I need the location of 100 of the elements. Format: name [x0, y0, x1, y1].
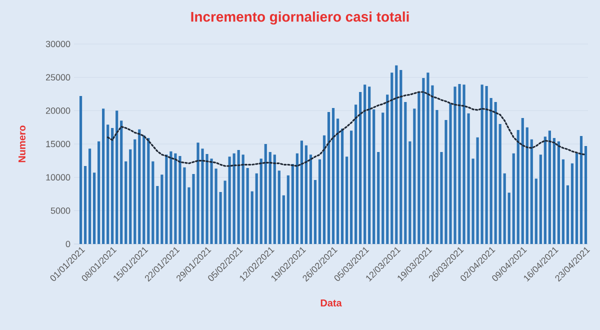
bar [246, 168, 249, 244]
bar [255, 173, 258, 244]
bar [282, 195, 285, 244]
bar [124, 161, 128, 244]
bar [372, 109, 376, 244]
bar [170, 151, 172, 244]
bar [566, 185, 570, 244]
y-axis-title: Numero [18, 126, 26, 162]
bar [534, 178, 538, 244]
y-tick-label: 20000 [46, 107, 70, 114]
bar [273, 154, 276, 244]
bar [98, 141, 100, 244]
bar [152, 161, 154, 244]
bar [309, 154, 312, 244]
bar [490, 98, 492, 244]
y-tick-label: 10000 [46, 174, 70, 181]
bar [408, 141, 412, 244]
bar [368, 86, 371, 244]
bar [390, 72, 394, 244]
bar [242, 154, 244, 244]
bar [228, 156, 231, 244]
bar [562, 159, 565, 244]
bar [332, 108, 335, 244]
y-tick-label: 25000 [46, 74, 70, 81]
bar [386, 94, 389, 244]
bar [237, 150, 240, 244]
bar [296, 153, 298, 244]
bar [584, 146, 588, 244]
bar [544, 136, 546, 244]
bar [314, 180, 317, 244]
bar [138, 129, 141, 244]
bar [268, 152, 272, 244]
bar [291, 164, 294, 244]
bar [354, 104, 358, 244]
bar [264, 144, 267, 244]
bar [345, 156, 348, 244]
bar [116, 110, 118, 244]
bar [512, 153, 515, 244]
bar [575, 153, 578, 244]
bar [350, 130, 353, 244]
bar [79, 96, 82, 244]
bar [400, 70, 402, 244]
bar [552, 138, 556, 244]
bar [539, 154, 542, 244]
bar [364, 84, 366, 244]
bar [156, 186, 159, 244]
bar [413, 108, 416, 244]
bar [580, 136, 583, 244]
bar [503, 173, 506, 244]
y-tick-label: 5000 [50, 207, 70, 214]
bar [480, 84, 484, 244]
bar [134, 139, 136, 244]
bar [142, 135, 146, 244]
y-tick-label: 0 [66, 240, 70, 248]
bar [426, 72, 430, 244]
bar [508, 192, 510, 244]
y-tick-label: 15000 [46, 140, 70, 148]
bar [359, 92, 362, 244]
bar [304, 145, 308, 244]
bar [106, 124, 110, 244]
bar [92, 172, 96, 244]
bar [111, 128, 114, 244]
bar [286, 175, 290, 244]
bar [570, 163, 574, 244]
bar [224, 180, 226, 244]
bar [336, 118, 340, 244]
bar [340, 128, 344, 244]
bar [516, 130, 520, 244]
bar [102, 108, 105, 244]
bar [498, 124, 502, 244]
bar [377, 152, 380, 244]
bar [129, 149, 132, 244]
bar [526, 127, 528, 244]
bar [494, 102, 497, 244]
bar [322, 135, 326, 244]
bar [327, 112, 330, 244]
bar [521, 118, 524, 244]
bar [260, 158, 262, 244]
bar [120, 120, 123, 244]
bar [557, 141, 560, 244]
bar [422, 78, 425, 244]
bar [395, 65, 398, 244]
bar [250, 191, 254, 244]
bar [548, 130, 551, 244]
bar [418, 92, 420, 244]
bar [88, 148, 92, 244]
bar [382, 112, 384, 244]
bar [300, 140, 303, 244]
bar [147, 138, 150, 244]
bar [485, 86, 488, 244]
bar [404, 102, 407, 244]
bar [84, 166, 87, 244]
bar [278, 170, 280, 244]
bar [318, 159, 322, 244]
x-axis-title: Data [320, 300, 342, 306]
bar [165, 154, 168, 244]
bar [160, 174, 164, 244]
y-tick-label: 30000 [46, 40, 70, 48]
bar [232, 153, 236, 244]
chart-title: Incremento giornaliero casi totali [191, 11, 409, 25]
